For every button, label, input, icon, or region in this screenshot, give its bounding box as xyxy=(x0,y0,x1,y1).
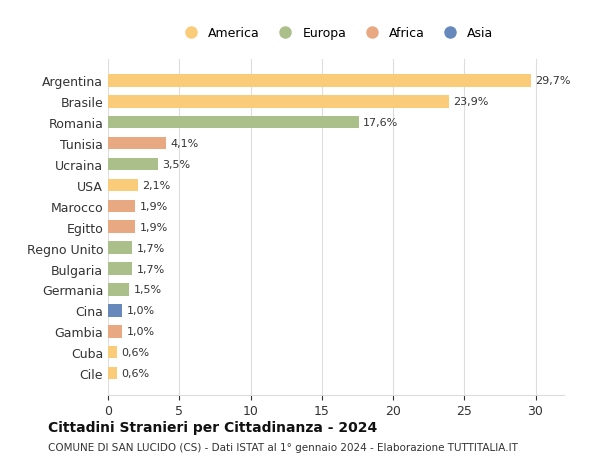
Text: 0,6%: 0,6% xyxy=(121,347,149,358)
Text: 2,1%: 2,1% xyxy=(142,180,170,190)
Bar xyxy=(108,158,158,171)
Text: 3,5%: 3,5% xyxy=(162,160,190,170)
Bar xyxy=(108,138,166,150)
Text: 23,9%: 23,9% xyxy=(453,97,488,107)
Legend: America, Europa, Africa, Asia: America, Europa, Africa, Asia xyxy=(173,22,499,45)
Text: 1,9%: 1,9% xyxy=(139,222,167,232)
Text: 29,7%: 29,7% xyxy=(536,76,571,86)
Bar xyxy=(108,284,130,296)
Text: 1,7%: 1,7% xyxy=(137,264,165,274)
Text: 1,0%: 1,0% xyxy=(127,326,155,336)
Bar xyxy=(108,221,135,234)
Text: COMUNE DI SAN LUCIDO (CS) - Dati ISTAT al 1° gennaio 2024 - Elaborazione TUTTITA: COMUNE DI SAN LUCIDO (CS) - Dati ISTAT a… xyxy=(48,442,518,452)
Bar xyxy=(108,304,122,317)
Text: 1,7%: 1,7% xyxy=(137,243,165,253)
Text: 0,6%: 0,6% xyxy=(121,368,149,378)
Text: 1,9%: 1,9% xyxy=(139,202,167,211)
Bar xyxy=(108,200,135,213)
Text: 17,6%: 17,6% xyxy=(363,118,398,128)
Bar xyxy=(108,75,531,87)
Bar xyxy=(108,263,132,275)
Bar xyxy=(108,325,122,338)
Bar xyxy=(108,367,116,380)
Text: 1,5%: 1,5% xyxy=(134,285,162,295)
Bar xyxy=(108,96,449,108)
Text: 1,0%: 1,0% xyxy=(127,306,155,316)
Bar xyxy=(108,179,138,192)
Text: 4,1%: 4,1% xyxy=(170,139,199,149)
Bar xyxy=(108,242,132,254)
Bar xyxy=(108,346,116,358)
Text: Cittadini Stranieri per Cittadinanza - 2024: Cittadini Stranieri per Cittadinanza - 2… xyxy=(48,420,377,435)
Bar xyxy=(108,117,359,129)
